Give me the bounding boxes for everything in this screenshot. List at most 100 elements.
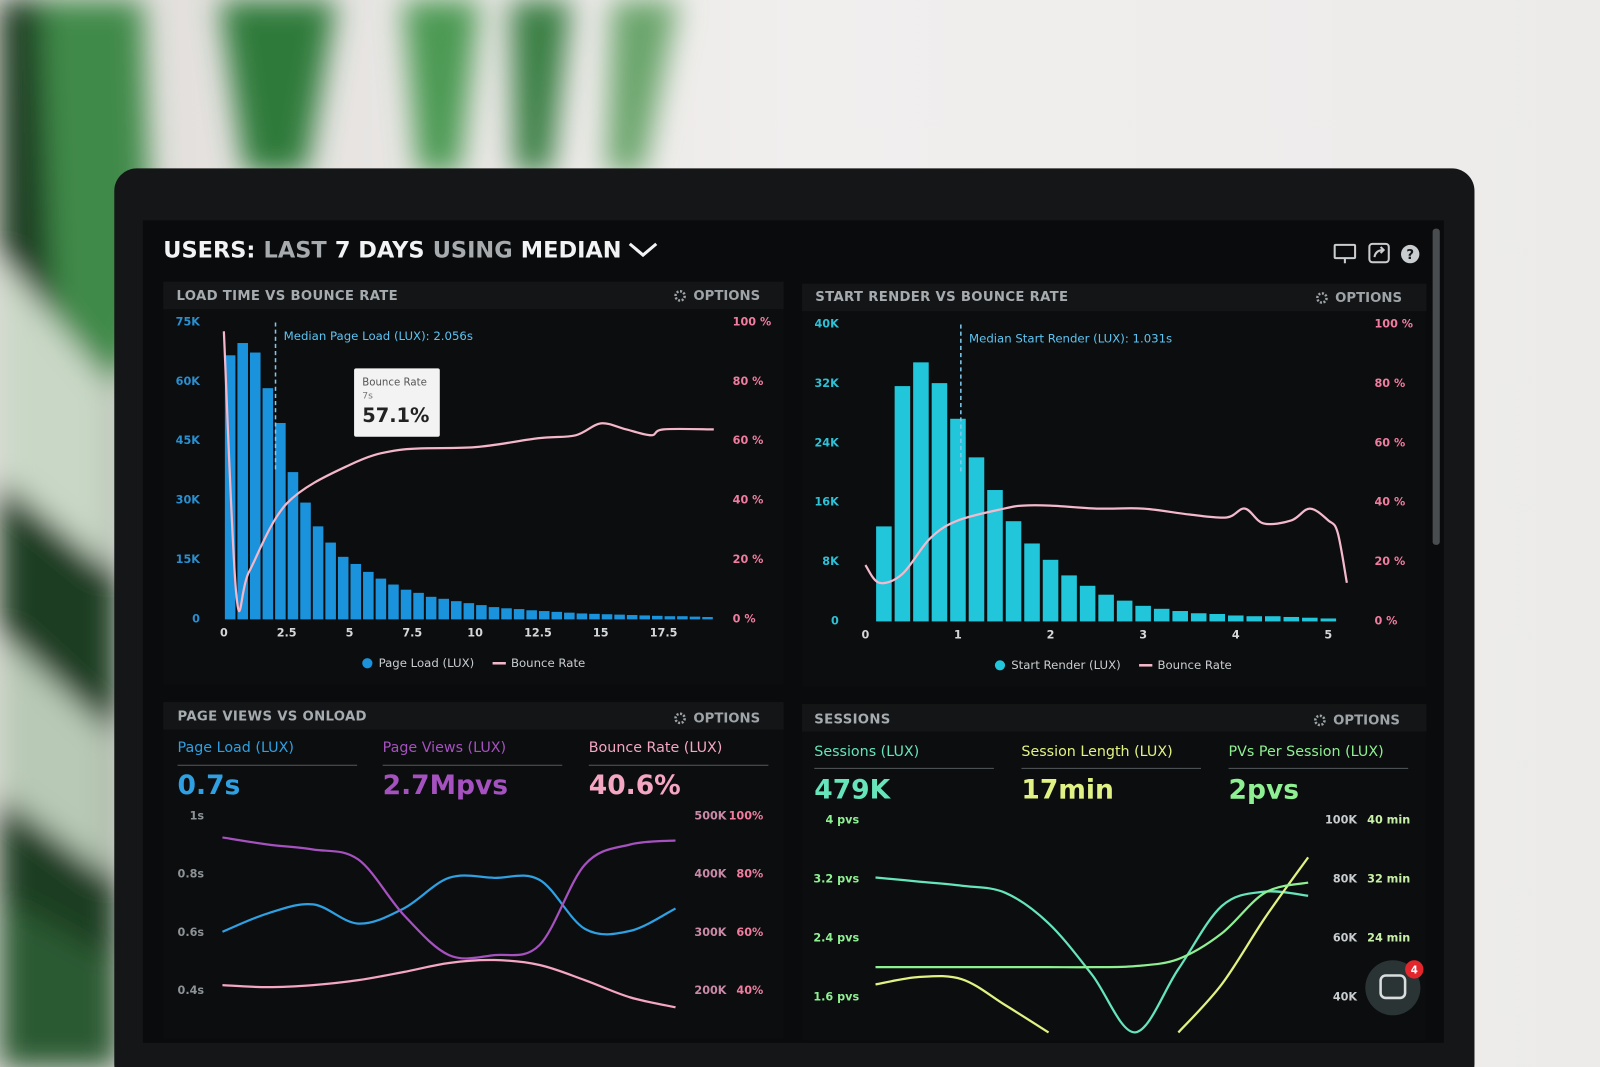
- y-tick-label: 40K: [814, 317, 840, 330]
- y2-tick-label: 40K: [1333, 991, 1359, 1004]
- bar: [363, 571, 374, 620]
- chart-panel: START RENDER VS BOUNCE RATE OPTIONS 0 8K 16K…: [802, 283, 1427, 687]
- legend-label: Bounce Rate: [511, 656, 585, 670]
- dashboard-header: USERS: LAST 7 DAYS USING MEDIAN: [163, 238, 658, 264]
- options-button[interactable]: OPTIONS: [693, 289, 760, 304]
- options-button[interactable]: OPTIONS: [693, 711, 760, 726]
- stat-value: 479K: [814, 774, 891, 805]
- bar: [1135, 605, 1151, 622]
- stat-value: 2pvs: [1229, 774, 1300, 805]
- help-icon[interactable]: [1401, 244, 1420, 264]
- bar: [1005, 521, 1022, 622]
- legend-swatch: [362, 658, 373, 669]
- stat-value: 2.7Mpvs: [383, 770, 508, 801]
- y-tick-label: 0.6s: [178, 926, 205, 939]
- series-line: [222, 331, 714, 613]
- series-line: [222, 836, 676, 960]
- bar: [931, 383, 948, 622]
- panel-title: SESSIONS: [814, 712, 890, 727]
- gear-icon: [674, 290, 686, 302]
- bar: [1024, 543, 1040, 622]
- x-tick-label: 12.5: [524, 627, 552, 640]
- chat-button[interactable]: 4: [1365, 960, 1424, 1016]
- legend-label: Bounce Rate: [1157, 658, 1231, 672]
- charts: LOAD TIME VS BOUNCE RATE OPTIONS015K30K45…: [163, 281, 1427, 1041]
- y2-tick-label: 500K: [694, 809, 727, 822]
- bar: [237, 343, 248, 620]
- y-tick-label: 32K: [814, 377, 840, 390]
- bar: [337, 556, 349, 620]
- chat-badge: [1405, 960, 1424, 979]
- bar: [501, 608, 512, 620]
- y2-tick-label: 100 %: [1374, 317, 1413, 330]
- bar: [968, 457, 985, 622]
- y-tick-label: 0: [831, 614, 839, 627]
- bar: [651, 615, 663, 620]
- chat-icon: [1379, 974, 1407, 1000]
- bar: [513, 609, 525, 620]
- bar: [702, 617, 713, 620]
- bar: [589, 613, 600, 620]
- tooltip-title: Bounce Rate: [362, 378, 427, 389]
- bar: [664, 616, 676, 620]
- header-word: LAST: [264, 238, 328, 264]
- y-tick-label: 3.2 pvs: [813, 873, 859, 886]
- y-tick-label: 8K: [822, 555, 840, 568]
- y-tick-label: 30K: [176, 494, 202, 507]
- median-label: Median Start Render (LUX): 1.031s: [969, 331, 1172, 345]
- share-icon[interactable]: [1368, 242, 1390, 264]
- bar: [1042, 559, 1059, 622]
- panel-bg: [163, 702, 784, 1039]
- bar: [388, 584, 399, 620]
- gear-icon: [1314, 714, 1326, 727]
- legend-label: Page Load (LUX): [379, 656, 475, 670]
- median-label: Median Page Load (LUX): 2.056s: [284, 329, 473, 343]
- y-tick-label: 4 pvs: [825, 813, 859, 826]
- chart-panel: PAGE VIEWS VS ONLOAD OPTIONS 0.4s 0.6s 0.8s 1…: [163, 702, 784, 1039]
- y2-tick-label: 40 %: [733, 494, 764, 507]
- x-tick-label: 5: [1324, 629, 1332, 642]
- chart-panel: SESSIONS OPTIONS 1.6 pvs 2.4 pvs 3.2 pvs 4 pv…: [802, 704, 1427, 1041]
- bar: [601, 614, 613, 620]
- bar: [249, 352, 261, 620]
- x-tick-label: 10: [467, 627, 483, 640]
- y2-tick-label: 100K: [1325, 813, 1358, 826]
- bar: [375, 578, 387, 620]
- y2-tick-label: 60 %: [1374, 436, 1405, 449]
- bar: [300, 502, 311, 620]
- bar: [275, 423, 286, 620]
- series-line: [222, 874, 677, 936]
- y2-tick-label: 20 %: [1374, 555, 1405, 568]
- bar: [425, 596, 437, 620]
- series-line: [864, 504, 1348, 585]
- tooltip-box: [354, 368, 440, 437]
- bar: [876, 526, 892, 622]
- y2-tick-label: 80 %: [1374, 377, 1405, 390]
- x-tick-label: 3: [1139, 629, 1147, 642]
- y-tick-label: 1.6 pvs: [813, 991, 859, 1004]
- x-tick-label: 1: [954, 629, 962, 642]
- panel-header: [802, 704, 1427, 732]
- stat-value: 0.7s: [178, 770, 241, 801]
- panel-header: [802, 283, 1427, 312]
- bar: [287, 472, 299, 620]
- stat-label: Bounce Rate (LUX): [589, 740, 723, 756]
- x-tick-label: 7.5: [402, 627, 422, 640]
- bar: [1061, 575, 1077, 622]
- bar: [551, 611, 563, 620]
- panel-header: [163, 702, 784, 730]
- x-tick-label: 15: [593, 627, 609, 640]
- share-arrow: [1373, 246, 1386, 258]
- bar: [1172, 611, 1188, 622]
- series-line: [875, 881, 1309, 969]
- bar: [1265, 616, 1281, 622]
- bar: [677, 616, 688, 620]
- chart-panel: LOAD TIME VS BOUNCE RATE OPTIONS 0 15K 30K 45…: [163, 281, 784, 685]
- y2-tick-label: 300K: [694, 926, 727, 939]
- y-tick-label: 60K: [176, 375, 202, 388]
- options-button[interactable]: OPTIONS: [1335, 291, 1402, 306]
- gear-icon: [1316, 292, 1328, 304]
- options-button[interactable]: OPTIONS: [1333, 713, 1400, 728]
